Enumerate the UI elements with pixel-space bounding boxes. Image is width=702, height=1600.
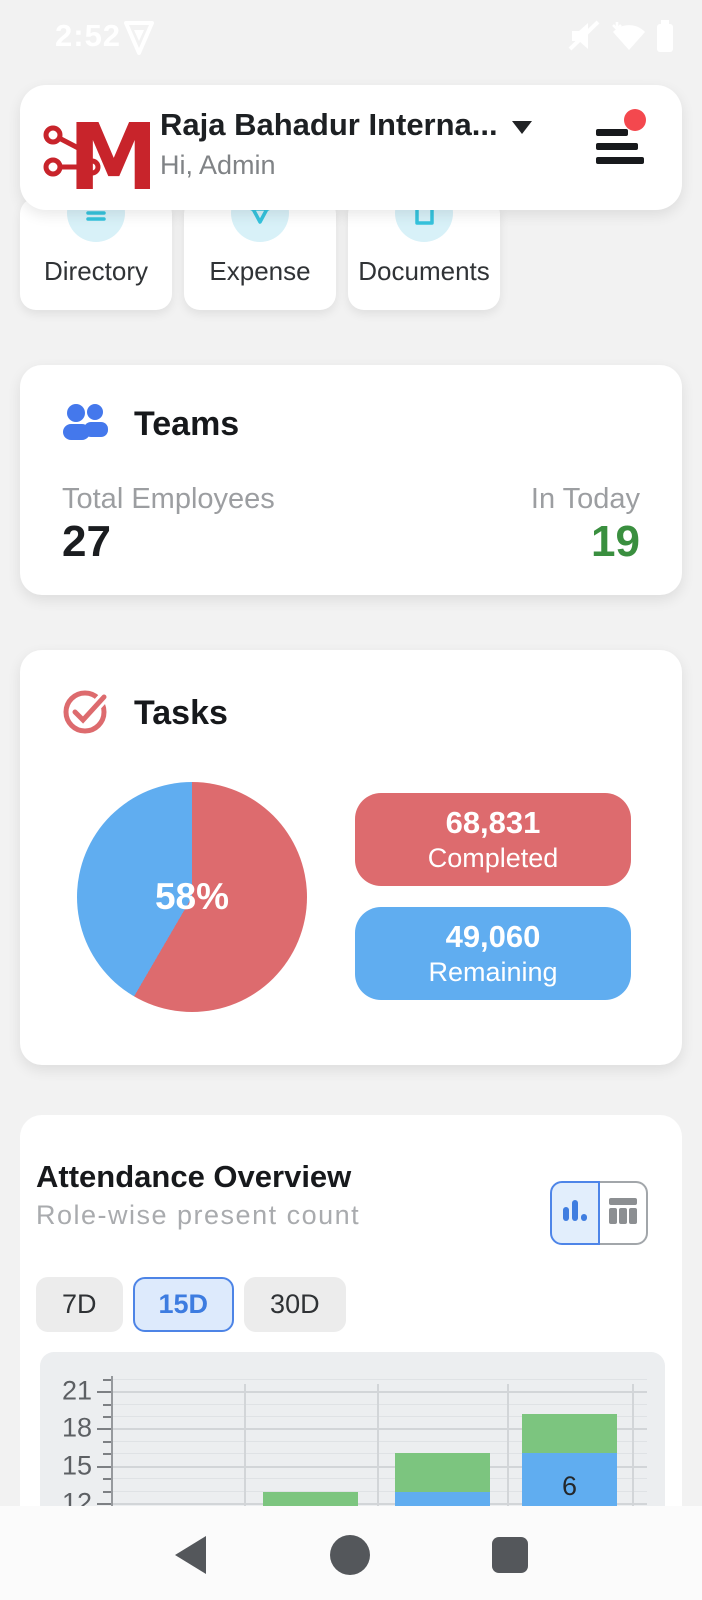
- wifi-icon: [611, 20, 647, 57]
- battery-icon: [656, 20, 674, 57]
- bar-segment-blue: 6: [522, 1452, 617, 1506]
- bar-chart-icon: [562, 1199, 588, 1228]
- menu-button[interactable]: [586, 109, 652, 179]
- remaining-button[interactable]: 49,060 Remaining: [355, 907, 631, 1000]
- grid-line-h: [111, 1478, 647, 1480]
- sound-muted-icon: [568, 20, 602, 57]
- y-axis-tick: [103, 1440, 111, 1443]
- remaining-label: Remaining: [428, 957, 558, 987]
- attendance-chart-panel: 21 18 15 12 6: [40, 1352, 665, 1506]
- table-icon: [609, 1197, 637, 1229]
- status-time: 2:52: [55, 18, 122, 53]
- table-view-button[interactable]: [600, 1181, 648, 1245]
- grid-line-h: [111, 1428, 647, 1431]
- grid-line-h: [111, 1490, 647, 1492]
- grid-line-h: [111, 1453, 647, 1455]
- recents-button[interactable]: [492, 1537, 528, 1573]
- y-axis-tick: [97, 1503, 111, 1505]
- quick-card-label: Expense: [209, 256, 311, 286]
- range-30d-button[interactable]: 30D: [244, 1277, 346, 1332]
- android-nav-bar: [0, 1506, 702, 1600]
- remaining-value: 49,060: [445, 919, 541, 954]
- attendance-title: Attendance Overview: [36, 1159, 352, 1194]
- y-axis-tick: [103, 1490, 111, 1493]
- pie-center-label: 58%: [154, 876, 230, 917]
- bar-segment-green: [394, 1452, 490, 1492]
- greeting-text: Hi, Admin: [160, 150, 276, 180]
- y-axis: [111, 1376, 113, 1506]
- attendance-subtitle: Role-wise present count: [36, 1200, 361, 1230]
- y-axis-tick: [103, 1453, 111, 1456]
- svg-text:M: M: [68, 104, 150, 197]
- grid-line-h: [111, 1503, 647, 1505]
- grid-line-v: [244, 1384, 246, 1506]
- y-axis-tick: [103, 1403, 111, 1406]
- y-axis-tick: [103, 1478, 111, 1481]
- range-selector: 7D 15D 30D: [36, 1277, 346, 1332]
- quick-card-label: Directory: [43, 256, 148, 286]
- chevron-down-icon[interactable]: [511, 120, 532, 134]
- tasks-card: Tasks 58% 68,831 Completed 49,060 Remain…: [20, 650, 682, 1065]
- range-7d-button[interactable]: 7D: [36, 1277, 123, 1332]
- bar-segment-blue: [394, 1491, 490, 1506]
- completed-value: 68,831: [445, 805, 541, 840]
- task-check-icon: [62, 686, 112, 741]
- grid-line-h: [111, 1416, 647, 1418]
- tasks-title: Tasks: [134, 694, 228, 732]
- back-button[interactable]: [175, 1536, 206, 1574]
- quick-card-label: Documents: [358, 256, 490, 286]
- quick-card-expense[interactable]: Expense: [184, 184, 336, 310]
- y-axis-tick: [97, 1391, 111, 1394]
- y-axis-tick: [97, 1428, 111, 1431]
- view-toggle: [550, 1181, 648, 1245]
- in-today-value: 19: [591, 517, 640, 566]
- company-name[interactable]: Raja Bahadur Interna...: [160, 107, 498, 142]
- grid-line-h: [111, 1378, 647, 1380]
- bar-segment-green: [263, 1491, 358, 1506]
- status-right-icons: [568, 20, 674, 57]
- y-axis-label: 18: [61, 1412, 92, 1443]
- grid-line-h: [111, 1391, 647, 1394]
- total-employees-label: Total Employees: [62, 483, 275, 515]
- menu-line: [596, 129, 628, 136]
- range-15d-button[interactable]: 15D: [132, 1277, 235, 1332]
- quick-card-directory[interactable]: Directory: [20, 184, 172, 310]
- bar-data-label: 6: [561, 1470, 578, 1501]
- y-axis-label: 15: [61, 1450, 92, 1481]
- notification-dot: [624, 109, 646, 131]
- in-today-label: In Today: [530, 483, 640, 515]
- grid-line-v: [507, 1384, 509, 1506]
- teams-title: Teams: [134, 405, 240, 443]
- total-employees-value: 27: [62, 517, 111, 566]
- y-axis-tick: [97, 1465, 111, 1468]
- quick-card-documents[interactable]: Documents: [348, 184, 500, 310]
- teams-people-icon: [62, 403, 112, 446]
- grid-line-h: [111, 1440, 647, 1442]
- company-selector[interactable]: Raja Bahadur Interna... Hi, Admin: [160, 107, 580, 181]
- grid-line-h: [111, 1465, 647, 1468]
- completed-label: Completed: [427, 843, 559, 873]
- bar-segment-green: [522, 1414, 617, 1453]
- chart-view-button[interactable]: [550, 1181, 600, 1245]
- header-card: M Raja Bahadur Interna... Hi, Admin: [20, 85, 682, 211]
- home-button[interactable]: [330, 1535, 370, 1575]
- grid-line-h: [111, 1403, 647, 1405]
- menu-line: [596, 157, 644, 164]
- status-bar: 2:52: [0, 0, 702, 70]
- y-axis-tick: [103, 1416, 111, 1419]
- y-axis-tick: [103, 1378, 111, 1381]
- completed-button[interactable]: 68,831 Completed: [355, 793, 631, 886]
- y-axis-label: 21: [61, 1375, 92, 1406]
- menu-line: [596, 143, 638, 150]
- teams-card: Teams Total Employees In Today 27 19: [20, 365, 682, 595]
- y-axis-label: 12: [61, 1487, 92, 1507]
- grid-line-v: [377, 1384, 379, 1506]
- grid-line-v: [632, 1384, 634, 1506]
- company-logo: M: [42, 101, 160, 211]
- tasks-pie-chart: [77, 782, 307, 1012]
- vpn-shield-icon: [123, 20, 155, 61]
